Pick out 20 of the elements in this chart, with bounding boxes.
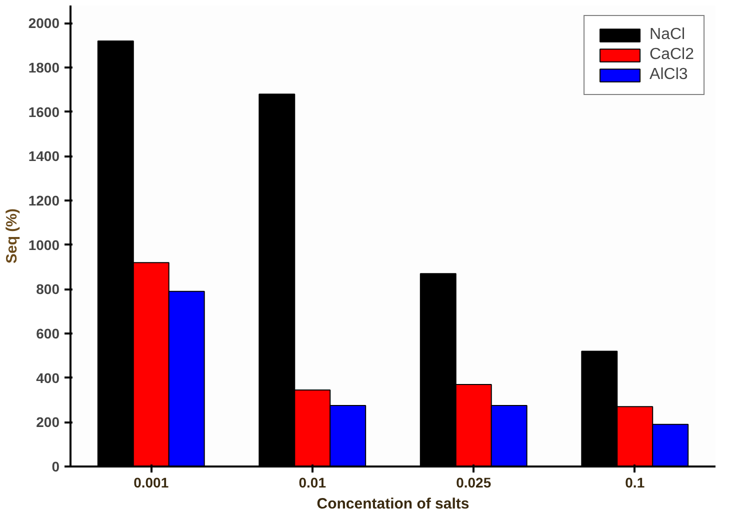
legend-label: AlCl3: [650, 66, 688, 84]
y-tick-label: 1600: [28, 104, 60, 120]
x-tick-label: 0.1: [625, 474, 645, 490]
legend-label: CaCl2: [650, 46, 694, 64]
y-tick-label: 0: [52, 458, 60, 474]
y-tick-label: 200: [36, 414, 60, 430]
y-tick-label: 1800: [28, 60, 60, 76]
y-tick-label: 1200: [28, 192, 60, 209]
y-axis-title: Seq (%): [3, 208, 20, 264]
x-tick-label: 0.001: [134, 474, 169, 490]
y-tick-label: 1400: [28, 148, 60, 164]
y-tick-label: 2000: [28, 15, 60, 32]
y-tick-label: 1000: [28, 236, 60, 253]
legend-label: NaCl: [650, 26, 686, 44]
x-tick-label: 0.025: [456, 474, 492, 490]
x-axis-title: Concentation of salts: [316, 496, 470, 512]
y-tick-label: 400: [36, 370, 60, 386]
y-tick-label: 600: [36, 326, 60, 342]
y-tick-label: 800: [36, 281, 60, 298]
x-tick-label: 0.01: [298, 474, 326, 490]
